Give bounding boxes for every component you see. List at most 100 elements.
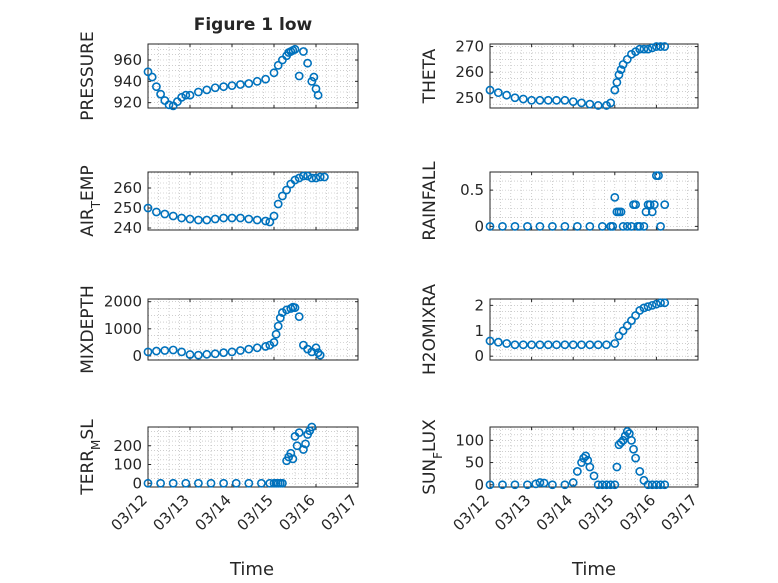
- data-point: [244, 214, 254, 224]
- x-tick-label: 03/12: [450, 491, 493, 534]
- y-axis-label: SUNFLUX: [420, 419, 445, 495]
- data-point: [185, 90, 195, 100]
- y-tick-label: 260: [113, 179, 142, 197]
- data-point: [572, 467, 582, 476]
- subplot-sun-flux: 050100SUNFLUX03/1203/1303/1403/1503/1603…: [420, 419, 701, 535]
- y-tick-label: 0.5: [460, 181, 484, 199]
- data-point: [631, 311, 640, 320]
- data-point: [660, 200, 670, 210]
- data-point: [618, 60, 628, 69]
- data-point: [622, 54, 632, 64]
- data-point: [535, 478, 545, 487]
- data-point: [309, 72, 319, 82]
- data-point: [527, 95, 536, 105]
- data-point: [193, 350, 203, 360]
- data-point: [643, 302, 653, 312]
- data-point: [235, 213, 245, 223]
- data-point: [227, 347, 237, 357]
- data-point: [210, 214, 220, 224]
- data-point: [647, 43, 657, 53]
- data-point: [219, 478, 228, 488]
- y-tick-label: 920: [113, 94, 142, 112]
- data-point: [535, 95, 545, 105]
- data-point: [315, 172, 325, 182]
- data-point: [313, 90, 323, 100]
- y-axis-label: MIXDEPTH: [78, 285, 98, 374]
- data-point: [143, 347, 153, 357]
- data-point: [143, 67, 153, 77]
- data-point: [552, 340, 561, 350]
- x-axis-label-left: Time: [229, 559, 274, 580]
- x-tick-label: 03/17: [318, 491, 361, 534]
- data-point: [288, 454, 298, 464]
- data-point: [647, 480, 657, 490]
- data-point: [639, 44, 649, 54]
- data-point: [235, 80, 245, 89]
- data-point: [593, 340, 603, 350]
- data-point: [193, 478, 203, 488]
- ylabel-subscript: M: [89, 440, 103, 450]
- data-point: [656, 480, 665, 490]
- data-point: [610, 192, 620, 202]
- data-point: [143, 203, 153, 213]
- y-axis-label: THETA: [420, 48, 440, 104]
- data-point: [185, 350, 195, 359]
- data-point: [618, 326, 628, 336]
- data-point: [143, 478, 153, 488]
- x-tick-label: 03/14: [533, 491, 576, 534]
- data-point: [227, 213, 237, 223]
- data-point: [612, 462, 622, 472]
- data-point: [277, 191, 287, 201]
- y-axis-label: AIRTEMP: [78, 165, 103, 236]
- data-point: [610, 339, 620, 348]
- data-point: [510, 340, 520, 350]
- data-point: [510, 93, 520, 103]
- data-point: [627, 316, 636, 326]
- data-point: [523, 221, 532, 231]
- data-point: [168, 345, 178, 355]
- data-point: [560, 95, 570, 105]
- data-point: [311, 343, 321, 353]
- x-tick-label: 03/12: [108, 491, 151, 534]
- data-point: [635, 44, 645, 54]
- data-point: [656, 42, 665, 51]
- data-point: [290, 44, 300, 54]
- data-point: [244, 344, 254, 354]
- data-point: [581, 451, 591, 461]
- data-point: [202, 85, 212, 95]
- data-point: [608, 221, 618, 231]
- data-point: [271, 329, 281, 339]
- axes-box: [147, 298, 359, 361]
- data-point: [292, 441, 302, 451]
- ylabel-part: SL: [78, 419, 98, 440]
- subplot-air-temp: 240 250 260 AIRTEMP: [78, 165, 359, 237]
- data-point: [631, 453, 640, 463]
- data-point: [535, 340, 545, 350]
- xlabel-right: Time: [571, 559, 616, 580]
- ylabel-part: TERR: [78, 450, 98, 496]
- data-point: [602, 340, 611, 350]
- data-point: [147, 72, 157, 82]
- data-point: [151, 207, 161, 217]
- data-point: [660, 298, 670, 308]
- data-point: [294, 428, 304, 438]
- data-point: [635, 467, 645, 476]
- y-tick-label: 100: [113, 456, 142, 474]
- data-point: [252, 76, 262, 86]
- data-point: [151, 82, 161, 92]
- x-tick-label: 03/16: [616, 491, 659, 534]
- subplot-h2omixra: 0 1 2 H2OMIXRA: [420, 284, 699, 375]
- data-point: [593, 480, 603, 490]
- data-point: [185, 214, 195, 224]
- data-point: [585, 99, 595, 109]
- subplot-pressure: 920 940 960 PRESSURE: [78, 31, 359, 121]
- data-point: [597, 480, 607, 490]
- data-point: [294, 173, 304, 183]
- ylabel-part: LUX: [420, 419, 440, 452]
- y-axis-label: RAINFALL: [420, 161, 440, 241]
- data-point: [282, 185, 291, 195]
- data-point: [647, 300, 657, 310]
- data-point: [614, 331, 624, 341]
- data-point: [631, 200, 640, 210]
- data-point: [298, 340, 308, 350]
